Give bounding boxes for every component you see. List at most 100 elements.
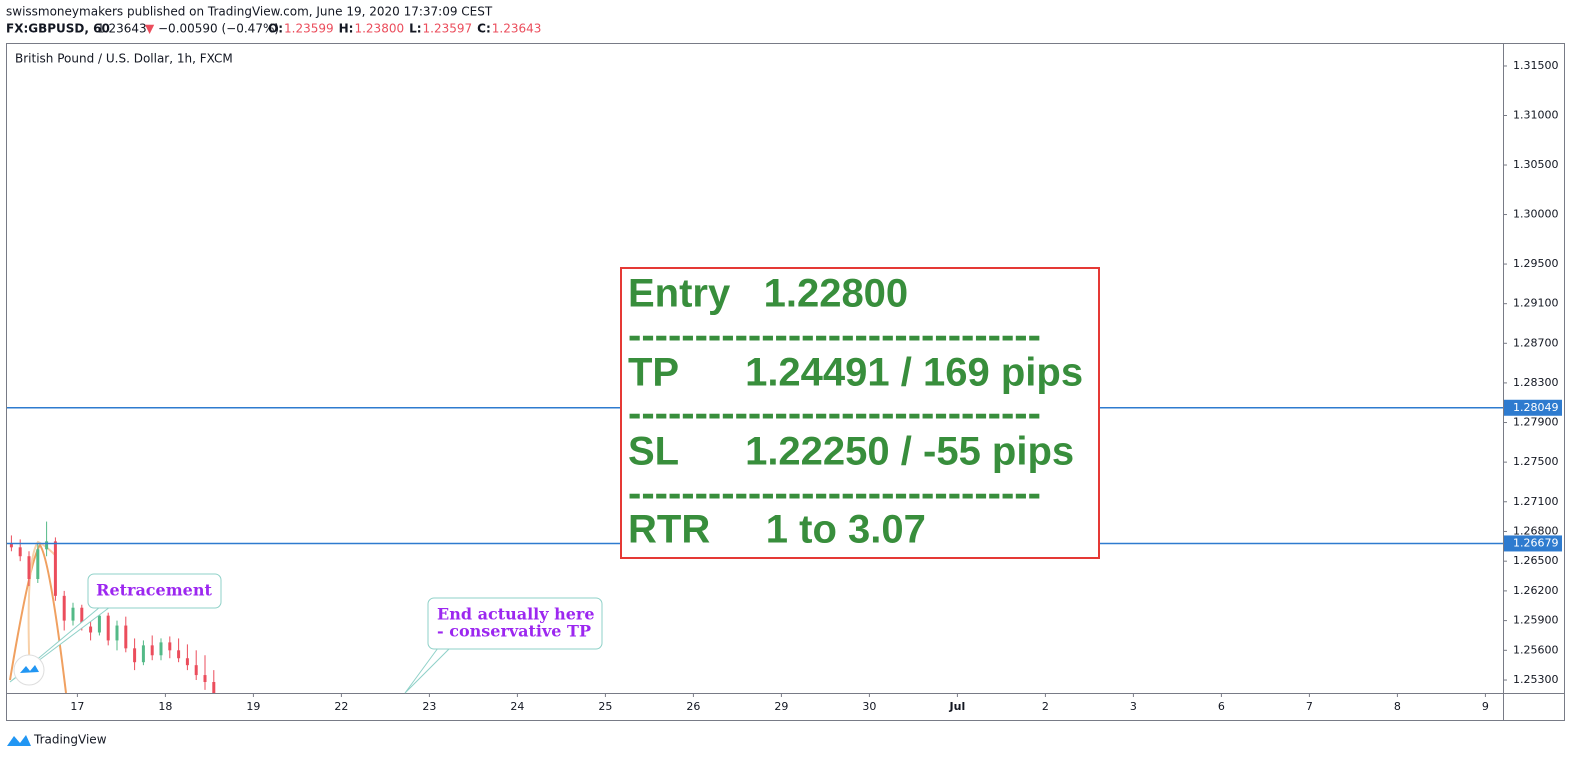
trade-box-line: SL 1.22250 / -55 pips bbox=[628, 430, 1074, 474]
pane-title: British Pound / U.S. Dollar, 1h, FXCM bbox=[15, 52, 233, 66]
ohlc-value: 1.23599 bbox=[284, 22, 334, 36]
candle-body bbox=[150, 645, 154, 656]
y-tick-label: 1.29100 bbox=[1513, 297, 1559, 310]
trade-box-line: ------------------------------- bbox=[628, 472, 1041, 516]
candle-body bbox=[97, 615, 101, 633]
ohlc-value: 1.23643 bbox=[492, 22, 542, 36]
y-tick-label: 1.31000 bbox=[1513, 108, 1559, 121]
candle-body bbox=[106, 615, 110, 641]
change: −0.00590 (−0.47%) bbox=[158, 22, 279, 36]
y-tick-label: 1.26500 bbox=[1513, 554, 1559, 567]
y-tick-label: 1.30500 bbox=[1513, 158, 1559, 171]
y-tick-label: 1.29500 bbox=[1513, 257, 1559, 270]
logo bbox=[7, 654, 45, 746]
candle-body bbox=[212, 682, 216, 693]
ohlc-label: L: bbox=[409, 22, 421, 36]
candle-body bbox=[80, 607, 84, 627]
trade-box-line: ------------------------------- bbox=[628, 314, 1041, 358]
y-tick-label: 1.25300 bbox=[1513, 673, 1559, 686]
trade-box-line: TP 1.24491 / 169 pips bbox=[628, 351, 1083, 395]
price-tag-label: 1.26679 bbox=[1513, 536, 1559, 549]
candle-body bbox=[133, 648, 137, 663]
annotation: End actually here bbox=[437, 605, 595, 624]
candle-body bbox=[53, 541, 57, 596]
trade-box-line: ------------------------------- bbox=[628, 392, 1041, 436]
footer-brand: TradingView bbox=[33, 733, 107, 747]
candle-body bbox=[18, 547, 22, 557]
x-tick-label: 30 bbox=[862, 700, 876, 713]
y-tick-label: 1.25600 bbox=[1513, 643, 1559, 656]
x-tick-label: 2 bbox=[1042, 700, 1049, 713]
last-price: 1.23643 bbox=[97, 22, 147, 36]
ohlc: O: 1.23599 H: 1.23800 L: 1.23597 C: 1.23643 bbox=[268, 22, 541, 36]
candle-body bbox=[159, 642, 163, 656]
candle-body bbox=[89, 626, 93, 633]
y-tick-label: 1.28700 bbox=[1513, 336, 1559, 349]
candle-body bbox=[62, 595, 66, 621]
candle-body bbox=[9, 543, 13, 548]
symbol: FX:GBPUSD, 60 bbox=[6, 22, 110, 36]
x-tick-label: 6 bbox=[1218, 700, 1225, 713]
trade-box: Entry 1.22800---------------------------… bbox=[620, 267, 1100, 559]
chart-frame bbox=[6, 43, 1565, 721]
trade-box-line: RTR 1 to 3.07 bbox=[628, 508, 926, 552]
callout-box bbox=[427, 597, 603, 650]
ohlc-label: C: bbox=[477, 22, 491, 36]
candle-body bbox=[115, 625, 119, 641]
x-tick-label: 22 bbox=[334, 700, 348, 713]
candle-body bbox=[124, 625, 128, 649]
x-tick-label: 7 bbox=[1306, 700, 1313, 713]
tp-callout: End actually here - conservative TP bbox=[404, 597, 603, 694]
x-tick-label: 23 bbox=[422, 700, 436, 713]
y-tick-label: 1.26200 bbox=[1513, 584, 1559, 597]
callout-box bbox=[87, 573, 222, 609]
candle-body bbox=[45, 541, 49, 550]
drawing-curve bbox=[9, 543, 67, 693]
y-tick-label: 1.31500 bbox=[1513, 59, 1559, 72]
candle-body bbox=[71, 607, 75, 621]
logo-icon bbox=[20, 665, 39, 673]
candle-body bbox=[36, 549, 40, 580]
x-tick-label: Jul bbox=[949, 700, 966, 713]
y-tick-label: 1.28300 bbox=[1513, 376, 1559, 389]
candle-body bbox=[168, 642, 172, 651]
price-tag bbox=[1504, 535, 1562, 552]
y-tick-label: 1.25900 bbox=[1513, 614, 1559, 627]
x-tick-label: 19 bbox=[246, 700, 260, 713]
ohlc-value: 1.23800 bbox=[354, 22, 404, 36]
y-tick-label: 1.30000 bbox=[1513, 208, 1559, 221]
y-tick-label: 1.27900 bbox=[1513, 416, 1559, 429]
author-line: swissmoneymakers published on TradingVie… bbox=[6, 5, 493, 19]
trade-box-frame bbox=[620, 267, 1100, 559]
x-tick-label: 9 bbox=[1482, 700, 1489, 713]
ohlc-label: O: bbox=[268, 22, 283, 36]
x-tick-label: 17 bbox=[70, 700, 84, 713]
y-tick-label: 1.27100 bbox=[1513, 495, 1559, 508]
trade-box-line: Entry 1.22800 bbox=[628, 272, 908, 316]
price-tag bbox=[1504, 399, 1562, 416]
candle-body bbox=[27, 556, 31, 580]
candle-body bbox=[185, 658, 189, 666]
candle-body bbox=[177, 650, 181, 659]
arrow: ▼ bbox=[145, 22, 155, 36]
x-tick-label: 29 bbox=[774, 700, 788, 713]
x-tick-label: 3 bbox=[1130, 700, 1137, 713]
y-tick-label: 1.27500 bbox=[1513, 455, 1559, 468]
x-tick-label: 8 bbox=[1394, 700, 1401, 713]
ohlc-label: H: bbox=[339, 22, 354, 36]
candle-body bbox=[194, 665, 198, 676]
candle-body bbox=[203, 675, 207, 683]
annotation: Retracement bbox=[96, 581, 212, 600]
annotation: - conservative TP bbox=[437, 622, 591, 641]
y-tick-label: 1.26800 bbox=[1513, 524, 1559, 537]
x-tick-label: 18 bbox=[158, 700, 172, 713]
x-tick-label: 26 bbox=[686, 700, 700, 713]
price-tag-label: 1.28049 bbox=[1513, 401, 1559, 414]
ohlc-value: 1.23597 bbox=[423, 22, 473, 36]
x-tick-label: 24 bbox=[510, 700, 524, 713]
callout-pointer bbox=[404, 647, 451, 694]
x-tick-label: 25 bbox=[598, 700, 612, 713]
footer-logo-icon bbox=[7, 735, 31, 746]
candle-body bbox=[141, 645, 145, 663]
